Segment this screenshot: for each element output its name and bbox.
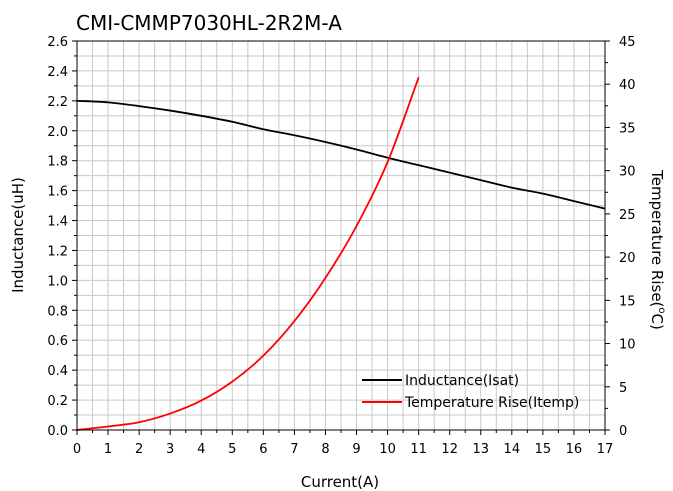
y-right-tick-label: 5 (619, 381, 627, 396)
y-left-tick-label: 2.6 (47, 35, 68, 50)
x-tick-label: 2 (135, 442, 143, 457)
y-left-tick-label: 0.4 (47, 364, 68, 379)
y-right-tick-label: 40 (619, 78, 636, 93)
y-left-tick-label: 1.0 (47, 274, 68, 289)
x-axis-title: Current(A) (301, 473, 379, 491)
x-tick-label: 4 (197, 442, 205, 457)
x-tick-label: 0 (73, 442, 81, 457)
x-tick-label: 6 (259, 442, 267, 457)
x-tick-label: 14 (504, 442, 521, 457)
series-line-temperature-rise (76, 77, 420, 431)
y-right-title-degree: o (656, 307, 667, 313)
y-right-tick-label: 25 (619, 208, 636, 223)
y-right-tick-label: 20 (619, 251, 636, 266)
y-right-tick-label: 45 (619, 35, 636, 50)
y-left-tick-label: 1.8 (47, 155, 68, 170)
y-left-tick-label: 0.2 (47, 394, 68, 409)
y-left-tick-label: 0.8 (47, 304, 68, 319)
y-right-tick-label: 30 (619, 165, 636, 180)
grid (76, 40, 606, 431)
x-tick-label: 1 (104, 442, 112, 457)
chart-title: CMI-CMMP7030HL-2R2M-A (76, 11, 342, 35)
x-tick-label: 8 (321, 442, 329, 457)
legend-label-inductance: Inductance(Isat) (405, 373, 519, 389)
x-tick-label: 9 (352, 442, 360, 457)
x-tick-label: 3 (166, 442, 174, 457)
y-left-tick-label: 1.6 (47, 185, 68, 200)
y-left-tick-label: 1.4 (47, 215, 68, 230)
y-right-tick-label: 35 (619, 121, 636, 136)
y-left-tick-label: 1.2 (47, 244, 68, 259)
y-right-tick-label: 15 (619, 294, 636, 309)
series-line-inductance (76, 99, 606, 210)
y-right-axis-title: Temperature Rise(oC) (648, 169, 667, 330)
x-tick-label: 11 (410, 442, 427, 457)
y-right-title-main: Temperature Rise( (648, 169, 666, 307)
y-right-tick-label: 0 (619, 424, 627, 439)
x-tick-label: 16 (566, 442, 583, 457)
x-tick-label: 17 (597, 442, 614, 457)
y-left-axis-title: Inductance(uH) (9, 177, 27, 293)
y-left-tick-label: 0.6 (47, 334, 68, 349)
x-tick-label: 15 (535, 442, 552, 457)
x-tick-label: 12 (441, 442, 458, 457)
x-tick-label: 10 (379, 442, 396, 457)
legend-label-temperature: Temperature Rise(Itemp) (404, 395, 579, 411)
x-tick-label: 5 (228, 442, 236, 457)
axis-ticks: 0 1 2 3 4 5 6 7 8 9 10 11 12 13 14 15 16 170.00.20.40.60.… (47, 35, 635, 457)
y-left-tick-label: 2.2 (47, 95, 68, 110)
y-left-tick-label: 2.4 (47, 65, 68, 80)
y-left-tick-label: 2.0 (47, 125, 68, 140)
y-right-tick-label: 10 (619, 338, 636, 353)
x-tick-label: 13 (472, 442, 489, 457)
legend: Inductance(Isat) Temperature Rise(Itemp) (362, 373, 579, 411)
x-tick-label: 7 (290, 442, 298, 457)
y-left-tick-label: 0.0 (47, 424, 68, 439)
series-lines (76, 77, 606, 431)
y-right-title-end: C) (648, 314, 666, 330)
